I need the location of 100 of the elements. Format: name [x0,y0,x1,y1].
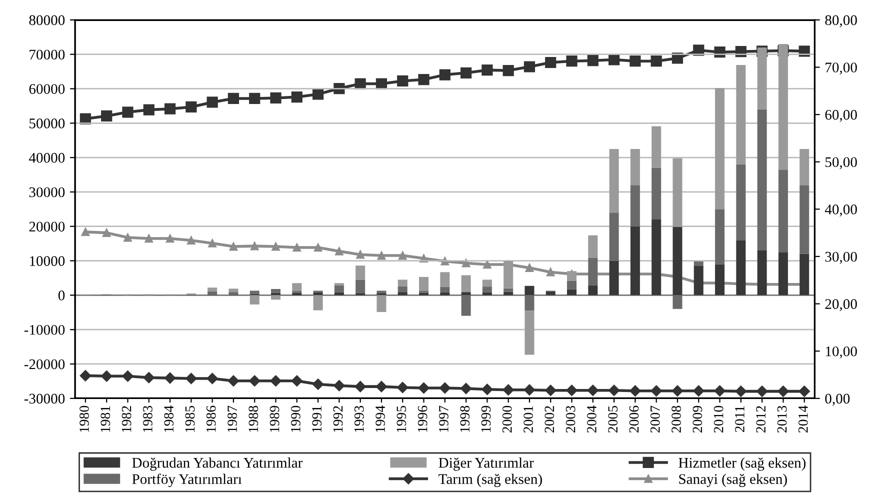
point [398,251,407,260]
y-tick-label: 30000 [29,187,65,198]
point [291,91,302,103]
point [144,234,154,243]
y-tick-label: 40000 [28,152,65,163]
legend-label: Hizmetler (sağ eksen) [678,457,806,471]
legend-label: Tarım (sağ eksen) [438,474,542,488]
bar [334,283,344,286]
bar [715,209,725,264]
bar [672,295,682,309]
point [272,242,280,251]
bar [461,295,471,316]
y2-tick-label: 80,00 [825,15,857,28]
y-tick-label: 80000 [29,15,65,26]
x-tick-label: 1984 [164,406,174,432]
x-tick-label: 1998 [460,406,470,432]
bar [398,280,408,286]
point [186,372,197,384]
bar [800,185,810,254]
point [545,384,556,396]
y-tick-label: 50000 [30,118,65,128]
bar [694,266,704,296]
point [164,103,176,114]
bar [250,290,260,294]
point [714,46,726,58]
point [102,228,111,237]
x-tick-label: 1994 [376,406,385,432]
point [312,378,324,390]
point [143,372,154,384]
point [377,251,386,260]
bar [524,295,534,311]
x-tick-label: 1993 [354,406,364,432]
point [292,243,302,252]
bar [313,295,323,310]
point [524,61,536,72]
y2-tick-label: 0,00 [825,394,850,406]
y2-tick-label: 70,00 [826,62,857,75]
point [376,380,388,392]
bar [800,148,810,186]
point [206,96,218,108]
x-tick-label: 2009 [692,406,702,433]
bar [504,261,514,288]
point [397,75,408,87]
bar [588,258,598,286]
bar [715,88,725,210]
bar [376,295,386,312]
bar [524,286,534,296]
point [354,78,366,90]
x-tick-label: 2001 [524,406,533,433]
y-tick-label: 20000 [29,222,65,232]
bar [356,280,366,294]
bar [482,286,492,292]
point [502,64,514,76]
bar [440,292,450,296]
point [270,375,282,386]
bar [440,272,450,287]
point [798,386,810,397]
point [229,242,238,251]
point [440,257,450,266]
point [566,56,578,67]
point [164,372,176,384]
x-tick-label: 2005 [608,406,618,433]
y2-tick-label: 60,00 [825,110,857,122]
x-tick-label: 1990 [291,406,300,432]
bar [419,276,429,291]
bar [778,44,788,170]
point [418,74,430,86]
bar [208,288,218,292]
point [714,385,726,396]
bar [736,164,746,240]
x-tick-label: 1997 [439,406,448,432]
bar [482,280,492,287]
y-tick-label: -20000 [24,359,65,370]
point [143,104,154,116]
y-tick-label: -30000 [24,394,65,404]
bar [778,252,788,296]
point [270,92,282,104]
bar [652,219,662,296]
point [587,384,599,396]
point [376,78,388,90]
point [208,239,216,248]
bar [588,235,598,258]
point [650,56,662,67]
point [735,386,747,397]
x-tick-label: 2008 [672,406,681,433]
point [80,113,92,124]
bar [652,168,662,220]
point [250,242,259,250]
y2-tick-label: 40,00 [824,204,857,216]
x-tick-label: 2000 [502,406,512,433]
point [483,260,492,269]
bar [398,286,408,292]
point [545,56,556,68]
point [778,386,789,397]
point [460,382,472,394]
y-tick-label: -10000 [24,324,65,335]
bar [504,292,514,296]
bar [757,250,767,296]
bar [398,292,408,296]
bar [356,266,366,280]
